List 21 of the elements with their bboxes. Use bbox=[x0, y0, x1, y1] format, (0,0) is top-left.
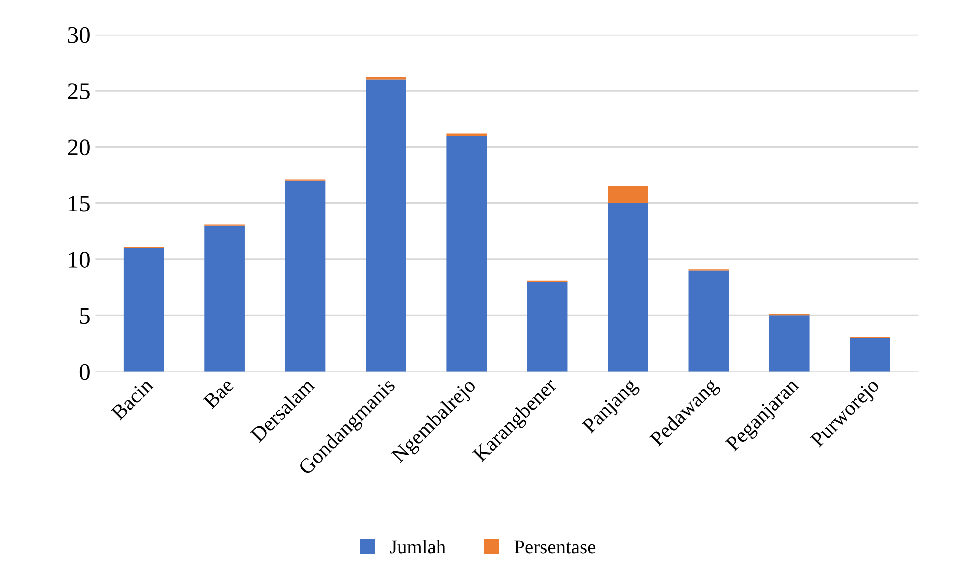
y-tick-label: 10 bbox=[69, 252, 90, 268]
bar bbox=[527, 282, 568, 372]
y-tick-label: 20 bbox=[68, 140, 90, 156]
bar bbox=[850, 338, 890, 372]
bar bbox=[204, 226, 245, 372]
bar bbox=[608, 186, 648, 204]
y-tick-label: 0 bbox=[80, 364, 90, 380]
bar bbox=[366, 80, 406, 372]
y-tick-label: 15 bbox=[69, 196, 90, 212]
bar bbox=[688, 270, 730, 372]
bar bbox=[769, 316, 810, 372]
bar bbox=[446, 136, 488, 372]
bar bbox=[608, 203, 648, 372]
legend-label: Jumlah bbox=[390, 540, 446, 554]
legend-label: Persentase bbox=[514, 540, 596, 554]
bar bbox=[285, 180, 326, 372]
y-tick-label: 5 bbox=[80, 308, 90, 324]
bar bbox=[124, 248, 164, 372]
y-tick-label: 30 bbox=[68, 27, 90, 44]
y-tick-label: 25 bbox=[68, 84, 90, 100]
x-tick-label: Bae bbox=[202, 378, 235, 410]
